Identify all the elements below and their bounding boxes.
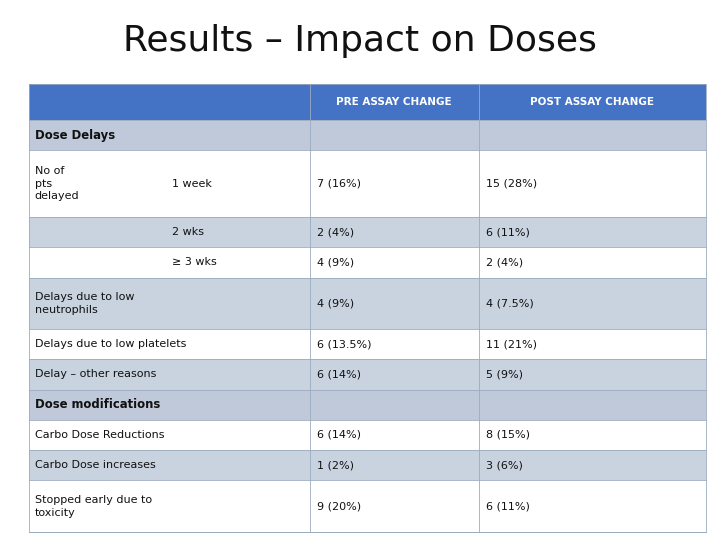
Text: Carbo Dose Reductions: Carbo Dose Reductions bbox=[35, 430, 164, 440]
Text: PRE ASSAY CHANGE: PRE ASSAY CHANGE bbox=[336, 97, 452, 107]
Bar bbox=[29, 329, 706, 359]
Text: 6 (13.5%): 6 (13.5%) bbox=[317, 339, 372, 349]
Text: 6 (11%): 6 (11%) bbox=[486, 501, 530, 511]
Text: Dose Delays: Dose Delays bbox=[35, 129, 114, 141]
Text: No of
pts
delayed: No of pts delayed bbox=[35, 166, 79, 201]
Text: 4 (9%): 4 (9%) bbox=[317, 298, 354, 308]
Text: 4 (7.5%): 4 (7.5%) bbox=[486, 298, 534, 308]
Bar bbox=[29, 84, 706, 120]
Text: Stopped early due to
toxicity: Stopped early due to toxicity bbox=[35, 495, 152, 517]
Bar bbox=[29, 389, 706, 420]
Text: Delays due to low
neutrophils: Delays due to low neutrophils bbox=[35, 292, 134, 315]
Text: 5 (9%): 5 (9%) bbox=[486, 369, 523, 380]
Text: 11 (21%): 11 (21%) bbox=[486, 339, 537, 349]
Text: 2 wks: 2 wks bbox=[172, 227, 204, 237]
Text: 2 (4%): 2 (4%) bbox=[317, 227, 354, 237]
Text: 7 (16%): 7 (16%) bbox=[317, 179, 361, 188]
Text: Delays due to low platelets: Delays due to low platelets bbox=[35, 339, 186, 349]
Bar bbox=[29, 359, 706, 389]
Text: 6 (14%): 6 (14%) bbox=[317, 369, 361, 380]
Text: 6 (11%): 6 (11%) bbox=[486, 227, 530, 237]
Bar bbox=[29, 450, 706, 481]
Text: 9 (20%): 9 (20%) bbox=[317, 501, 361, 511]
Text: POST ASSAY CHANGE: POST ASSAY CHANGE bbox=[530, 97, 654, 107]
Text: 15 (28%): 15 (28%) bbox=[486, 179, 537, 188]
Text: 1 week: 1 week bbox=[172, 179, 212, 188]
Bar bbox=[29, 120, 706, 150]
Bar bbox=[29, 217, 706, 247]
Text: Carbo Dose increases: Carbo Dose increases bbox=[35, 460, 156, 470]
Text: Delay – other reasons: Delay – other reasons bbox=[35, 369, 156, 380]
Text: 8 (15%): 8 (15%) bbox=[486, 430, 530, 440]
Bar bbox=[29, 420, 706, 450]
Bar bbox=[29, 84, 706, 532]
Text: ≥ 3 wks: ≥ 3 wks bbox=[172, 258, 217, 267]
Bar bbox=[29, 247, 706, 278]
Text: 4 (9%): 4 (9%) bbox=[317, 258, 354, 267]
Text: Dose modifications: Dose modifications bbox=[35, 398, 160, 411]
Text: 1 (2%): 1 (2%) bbox=[317, 460, 354, 470]
Bar bbox=[29, 278, 706, 329]
Bar bbox=[29, 150, 706, 217]
Text: Results – Impact on Doses: Results – Impact on Doses bbox=[123, 24, 597, 58]
Text: 2 (4%): 2 (4%) bbox=[486, 258, 523, 267]
Text: 6 (14%): 6 (14%) bbox=[317, 430, 361, 440]
Text: 3 (6%): 3 (6%) bbox=[486, 460, 523, 470]
Bar bbox=[29, 481, 706, 532]
